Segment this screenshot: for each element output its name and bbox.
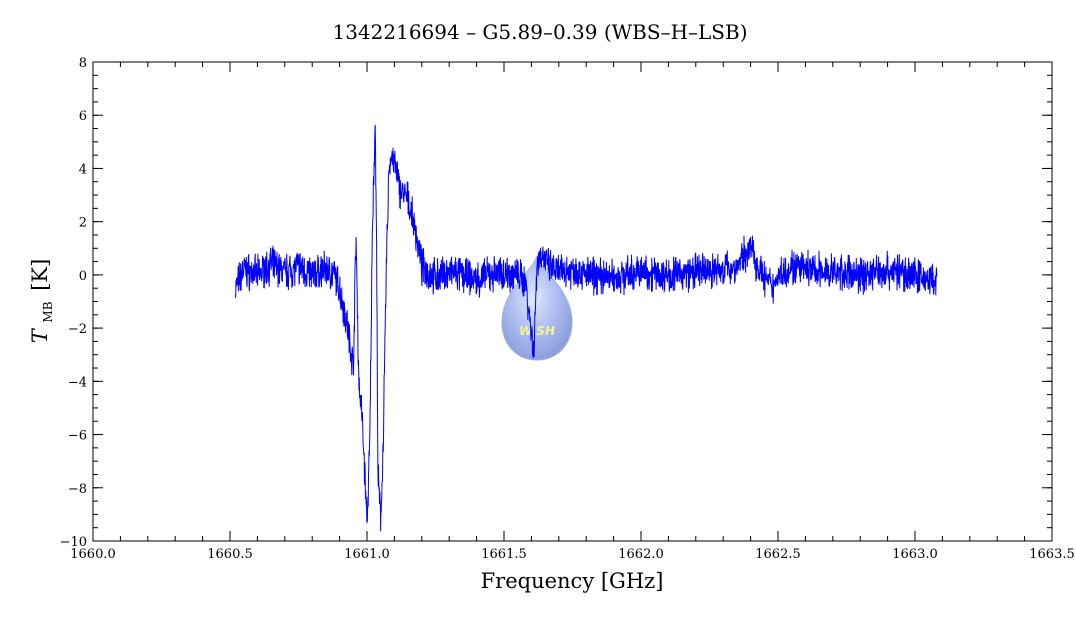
- plot-frame: [92, 61, 1053, 542]
- x-axis-label: Frequency [GHz]: [481, 569, 664, 593]
- series-line: [235, 124, 938, 532]
- y-tick-label: −6: [68, 429, 87, 444]
- x-tick-label: 1663.0: [892, 547, 938, 562]
- y-tick-label: −8: [68, 482, 87, 497]
- y-tick-label: 6: [79, 109, 87, 124]
- chart-title: 1342216694 – G5.89–0.39 (WBS–H–LSB): [332, 20, 747, 44]
- y-axis-label-unit: [K]: [28, 259, 52, 291]
- y-tick-label: −4: [68, 375, 87, 390]
- y-tick-label: −2: [68, 322, 87, 337]
- y-tick-label: 0: [79, 269, 87, 284]
- wish-logo-text: W SH: [519, 324, 555, 338]
- y-axis-label: T MB [K]: [28, 259, 57, 344]
- y-axis-label-sub: MB: [41, 301, 55, 322]
- y-tick-label: 2: [79, 216, 87, 231]
- x-tick-label: 1662.0: [618, 547, 664, 562]
- x-tick-label: 1660.0: [70, 547, 116, 562]
- y-tick-label: 4: [79, 162, 87, 177]
- x-tick-label: 1662.5: [755, 547, 801, 562]
- y-tick-label: 8: [79, 56, 87, 71]
- y-axis-label-main: T: [28, 327, 52, 343]
- x-tick-label: 1663.5: [1029, 547, 1075, 562]
- y-tick-label: −10: [60, 535, 87, 550]
- x-tick-label: 1660.5: [207, 547, 253, 562]
- x-tick-label: 1661.0: [344, 547, 390, 562]
- x-tick-label: 1661.5: [481, 547, 527, 562]
- plot-axes: 1660.0 1660.5 1661.0 1661.5 1662.0 1662.5 1663…: [60, 56, 1075, 562]
